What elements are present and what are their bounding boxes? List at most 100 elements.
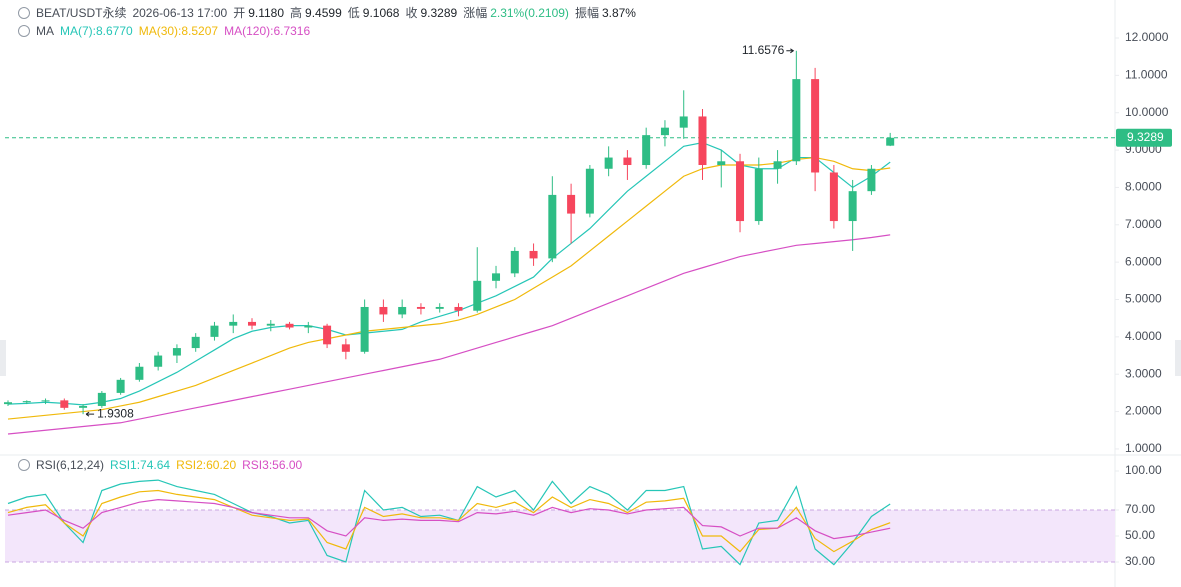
y-tick-label: 12.0000 bbox=[1125, 30, 1169, 44]
candle-body bbox=[698, 116, 707, 166]
candle-body bbox=[567, 194, 576, 214]
candle-body bbox=[79, 405, 88, 408]
legend: MA(7):8.6770 MA(30):8.5207 MA(120):6.7316 bbox=[60, 24, 316, 38]
info-value: 3.87% bbox=[601, 6, 636, 20]
legend-entry: RSI1:74.64 bbox=[110, 458, 171, 472]
candle-body bbox=[154, 355, 163, 367]
candle-body bbox=[454, 306, 463, 311]
candle-body bbox=[660, 127, 669, 136]
legend-entry: MA(30):8.5207 bbox=[138, 24, 219, 38]
info-label: 开 bbox=[233, 6, 246, 20]
toggle-icon[interactable] bbox=[18, 25, 30, 37]
scroll-handle[interactable] bbox=[1175, 340, 1181, 376]
candle-body bbox=[22, 401, 31, 403]
candle-body bbox=[398, 306, 407, 315]
info-label: 收 bbox=[405, 6, 418, 20]
candle-body bbox=[229, 321, 238, 326]
candle-body bbox=[172, 348, 181, 356]
candle-body bbox=[135, 366, 144, 380]
candle-body bbox=[304, 325, 313, 328]
indicator-line bbox=[7, 234, 891, 435]
candle-body bbox=[773, 161, 782, 169]
indicator-line bbox=[7, 479, 891, 566]
legend-entry: RSI3:56.00 bbox=[242, 458, 303, 472]
candle-body bbox=[754, 168, 763, 222]
candle-body bbox=[191, 336, 200, 349]
candle-body bbox=[529, 250, 538, 259]
arrow bbox=[786, 48, 795, 54]
candle-body bbox=[360, 306, 369, 352]
candle-body bbox=[792, 79, 801, 162]
candle-body bbox=[341, 344, 350, 352]
y-tick-label: 3.0000 bbox=[1125, 366, 1162, 380]
info-value: 9.4599 bbox=[305, 6, 342, 20]
y-tick-label: 30.00 bbox=[1125, 554, 1155, 568]
candle-body bbox=[717, 161, 726, 166]
time: 2026-06-13 17:00 bbox=[132, 6, 228, 20]
candle-body bbox=[811, 79, 820, 173]
arrow bbox=[85, 411, 95, 417]
info-value: 9.1180 bbox=[248, 6, 285, 20]
candle-body bbox=[60, 400, 69, 408]
candle-body bbox=[285, 323, 294, 328]
ohlc-header: BEAT/USDT永续 2026-06-13 17:00 开 9.1180 高 9.459… bbox=[18, 4, 648, 21]
y-tick-label: 50.00 bbox=[1125, 528, 1155, 542]
indicator-line bbox=[7, 498, 891, 540]
candle-body bbox=[848, 191, 857, 222]
candle-body bbox=[623, 157, 632, 166]
toggle-icon[interactable] bbox=[18, 459, 30, 471]
candle-body bbox=[435, 306, 444, 309]
indicator: RSI(6,12,24) bbox=[36, 458, 105, 472]
candle-body bbox=[97, 392, 106, 406]
info-value: 9.3289 bbox=[420, 6, 458, 20]
info-value: 9.1068 bbox=[362, 6, 400, 20]
candle-body bbox=[642, 135, 651, 166]
rsi-header: RSI(6,12,24) RSI1:74.64 RSI2:60.20 RSI3:56.… bbox=[18, 458, 314, 472]
indicator: MA bbox=[36, 24, 54, 38]
info-label: 振幅 bbox=[574, 6, 599, 20]
y-tick-label: 11.0000 bbox=[1125, 68, 1168, 82]
ma-header: MA MA(7):8.6770 MA(30):8.5207 MA(120):6.731… bbox=[18, 24, 322, 38]
candle-body bbox=[829, 172, 838, 222]
info-value: 2.31%(0.2109) bbox=[490, 6, 569, 20]
candle-body bbox=[416, 306, 425, 309]
symbol: BEAT/USDT永续 bbox=[36, 6, 127, 20]
y-tick-label: 100.00 bbox=[1125, 463, 1162, 477]
candle-body bbox=[210, 325, 219, 337]
y-tick-label: 5.0000 bbox=[1125, 292, 1162, 306]
y-tick-label: 7.0000 bbox=[1125, 217, 1162, 231]
legend-entry: MA(7):8.6770 bbox=[60, 24, 133, 38]
candle-body bbox=[886, 137, 895, 146]
info-label: 低 bbox=[347, 6, 360, 20]
indicator-line bbox=[7, 489, 891, 553]
info-label: 涨幅 bbox=[463, 6, 488, 20]
candle-body bbox=[4, 402, 12, 405]
legend: RSI1:74.64 RSI2:60.20 RSI3:56.00 bbox=[110, 458, 308, 472]
legend-entry: RSI2:60.20 bbox=[176, 458, 237, 472]
y-tick-label: 4.0000 bbox=[1125, 329, 1162, 343]
legend-entry: MA(120):6.7316 bbox=[224, 24, 311, 38]
min-annotation: 1.9308 bbox=[97, 406, 134, 420]
candle-body bbox=[548, 194, 557, 259]
y-tick-label: 8.0000 bbox=[1125, 180, 1162, 194]
y-tick-label: 6.0000 bbox=[1125, 254, 1162, 268]
candle-body bbox=[266, 323, 275, 326]
price-tag-label: 9.3289 bbox=[1127, 130, 1164, 144]
candle-body bbox=[116, 379, 125, 393]
candle-body bbox=[248, 321, 257, 326]
y-tick-label: 1.0000 bbox=[1125, 441, 1162, 455]
candle-body bbox=[510, 250, 519, 274]
candle-body bbox=[736, 161, 745, 222]
candle-body bbox=[492, 273, 501, 281]
rsi-band bbox=[5, 510, 1115, 562]
candle-body bbox=[604, 157, 613, 169]
y-tick-label: 2.0000 bbox=[1125, 404, 1162, 418]
y-tick-label: 10.0000 bbox=[1125, 105, 1169, 119]
scroll-handle[interactable] bbox=[0, 340, 6, 376]
candle-body bbox=[323, 325, 332, 345]
toggle-icon[interactable] bbox=[18, 7, 30, 19]
info-label: 高 bbox=[290, 6, 303, 20]
price-tag bbox=[1116, 128, 1172, 147]
